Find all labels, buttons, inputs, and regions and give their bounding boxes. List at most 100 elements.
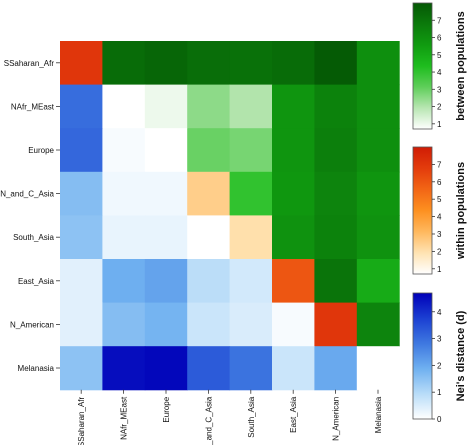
heatmap-cell [144, 171, 188, 216]
heatmap-cell [144, 346, 188, 391]
heatmap-cell [60, 84, 103, 129]
heatmap-cell [229, 171, 273, 216]
row-label: SSaharan_Afr [4, 59, 55, 68]
heatmap-cell [356, 84, 400, 129]
legend-tick-label: 4 [437, 68, 442, 77]
heatmap-cell [314, 128, 358, 173]
heatmap-cell [272, 41, 315, 86]
heatmap-cell [356, 259, 400, 304]
heatmap-cells [60, 41, 400, 391]
legend-tick-label: 1 [437, 120, 442, 129]
legend-colorbar [412, 292, 433, 420]
heatmap-cell [144, 302, 188, 347]
heatmap-cell [314, 171, 358, 216]
heatmap-cell [102, 215, 146, 260]
legend-tick-label: 1 [437, 388, 442, 397]
heatmap-cell [102, 302, 146, 347]
legend-tick-label: 3 [437, 335, 442, 344]
row-label: South_Asia [13, 233, 54, 242]
legend-tick-label: 2 [437, 247, 442, 256]
heatmap-cell [356, 302, 400, 347]
heatmap-cell [272, 259, 315, 304]
heatmap-cell [356, 128, 400, 173]
legend-title: within populations [455, 162, 467, 260]
row-label: N_and_C_Asia [0, 190, 54, 199]
color-legends: 1 2 3 4 5 6 7 between populations 1 2 3 4 5 6 7 within … [412, 2, 467, 424]
legend-tick-label: 5 [437, 51, 442, 60]
heatmap-cell [272, 171, 315, 216]
heatmap-cell [187, 41, 231, 86]
heatmap-cell [314, 346, 358, 391]
heatmap-cell [272, 84, 315, 129]
heatmap-cell [102, 259, 146, 304]
heatmap-cell [272, 215, 315, 260]
heatmap-cell [314, 302, 358, 347]
heatmap-cell [60, 259, 103, 304]
heatmap-cell [144, 128, 188, 173]
heatmap-cell [60, 128, 103, 173]
heatmap-cell [144, 259, 188, 304]
column-label: N_and_C_Asia [204, 396, 213, 445]
heatmap-cell [60, 171, 103, 216]
column-label: South_Asia [247, 396, 256, 437]
heatmap-cell [356, 171, 400, 216]
heatmap-cell [229, 128, 273, 173]
heatmap-cell [229, 302, 273, 347]
legend-colorbar [412, 2, 433, 130]
legend-b: 1 2 3 4 5 6 7 between populations [412, 2, 467, 130]
row-label: Europe [28, 146, 54, 155]
row-label: NAfr_MEast [11, 102, 55, 111]
legend-title: between populations [455, 11, 467, 120]
heatmap-cell [187, 302, 231, 347]
legend-tick-label: 3 [437, 230, 442, 239]
legend-d: 0 1 2 3 4 Nei's distance (d) [412, 292, 467, 424]
column-label: Europe [162, 396, 171, 422]
legend-tick-label: 2 [437, 361, 442, 370]
heatmap-cell [187, 346, 231, 391]
heatmap-cell [272, 128, 315, 173]
heatmap-cell [102, 171, 146, 216]
heatmap-cell [60, 346, 103, 391]
legend-colorbar [412, 146, 433, 275]
legend-tick-label: 5 [437, 195, 442, 204]
heatmap-cell [144, 84, 188, 129]
heatmap-cell [144, 215, 188, 260]
heatmap-cell [314, 84, 358, 129]
row-label: N_American [10, 320, 54, 329]
heatmap-cell [229, 259, 273, 304]
heatmap-cell [356, 346, 400, 391]
heatmap-cell [102, 84, 146, 129]
legend-tick-label: 0 [437, 415, 442, 424]
legend-tick-label: 7 [437, 160, 442, 169]
column-label: East_Asia [289, 396, 298, 433]
legend-tick-label: 6 [437, 178, 442, 187]
heatmap-cell [187, 84, 231, 129]
heatmap-cell [60, 41, 103, 86]
column-labels: SSaharan_Afr NAfr_MEast Europe N_and_C_Asia… [77, 389, 383, 445]
legend-w: 1 2 3 4 5 6 7 within populations [412, 146, 467, 275]
legend-tick-label: 6 [437, 34, 442, 43]
row-label: Melanasia [18, 364, 55, 373]
heatmap-cell [314, 41, 358, 86]
heatmap-cell [272, 346, 315, 391]
row-label: East_Asia [18, 277, 55, 286]
heatmap-cell [187, 259, 231, 304]
heatmap-cell [187, 171, 231, 216]
row-labels: SSaharan_Afr NAfr_MEast Europe N_and_C_Asia… [0, 59, 60, 373]
legend-tick-label: 2 [437, 103, 442, 112]
legend-title: Nei's distance (d) [455, 310, 467, 401]
heatmap-cell [229, 215, 273, 260]
heatmap-cell [187, 215, 231, 260]
heatmap-cell [229, 346, 273, 391]
legend-tick-label: 4 [437, 308, 442, 317]
legend-tick-label: 4 [437, 213, 442, 222]
heatmap-cell [60, 215, 103, 260]
heatmap-cell [187, 128, 231, 173]
legend-tick-label: 1 [437, 265, 442, 274]
heatmap-cell [60, 302, 103, 347]
legend-tick-label: 7 [437, 16, 442, 25]
heatmap-cell [356, 215, 400, 260]
heatmap-cell [272, 302, 315, 347]
column-label: N_American [332, 397, 341, 441]
legend-tick-label: 3 [437, 85, 442, 94]
